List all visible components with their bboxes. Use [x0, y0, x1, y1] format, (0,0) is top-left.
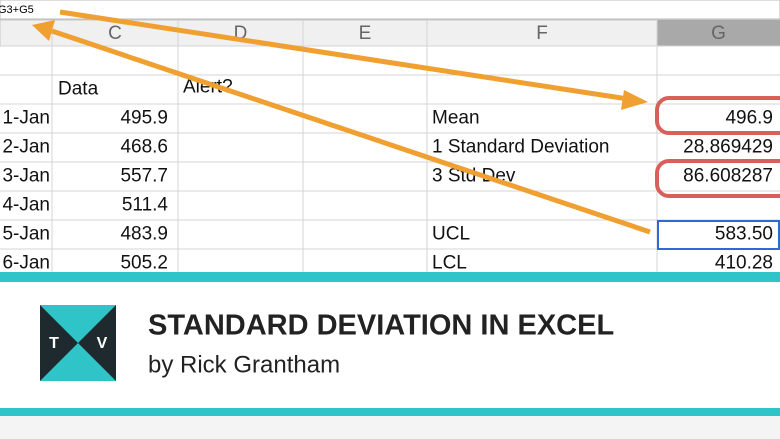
highlight-mean [655, 96, 780, 135]
result-cell: 583.50 [715, 224, 773, 245]
value-cell: 483.9 [120, 224, 168, 245]
cell-text: Data [58, 79, 99, 100]
arrowhead [32, 20, 55, 41]
footer [0, 416, 780, 439]
arrow-line [51, 28, 651, 235]
date-cell: 3-Jan [2, 166, 50, 187]
banner-byline: by Rick Grantham [148, 351, 340, 378]
result-cell: 86.608287 [683, 166, 773, 187]
highlight-3sd [655, 159, 780, 198]
formula-text: G3+G5 [0, 4, 34, 16]
date-cell: 2-Jan [2, 137, 50, 158]
column-header: C [108, 23, 122, 44]
column-header: E [359, 23, 372, 44]
date-cell: 5-Jan [2, 224, 50, 245]
value-cell: 495.9 [120, 108, 168, 129]
result-cell: 496.9 [725, 108, 773, 129]
value-cell: 468.6 [120, 137, 168, 158]
result-cell: 410.28 [715, 253, 773, 274]
label-cell: Mean [432, 108, 480, 129]
banner-title: STANDARD DEVIATION IN EXCEL [148, 310, 614, 342]
arrow-line [59, 9, 629, 102]
arrowhead [621, 90, 648, 110]
arrows [32, 9, 651, 235]
label-cell: UCL [432, 224, 470, 245]
result-cell: 28.869429 [683, 137, 773, 158]
value-cell: 505.2 [120, 253, 168, 274]
selected-cell[interactable] [657, 220, 780, 250]
logo-letter: T [49, 335, 59, 352]
value-cell: 557.7 [120, 166, 168, 187]
banner [0, 282, 780, 408]
teal-bar [0, 408, 780, 416]
value-cell: 511.4 [122, 195, 169, 216]
grid [0, 20, 780, 272]
logo-letter: V [97, 335, 108, 352]
logo-shape [40, 305, 78, 381]
formula-bar[interactable] [0, 0, 780, 20]
date-cell: 6-Jan [2, 253, 50, 274]
label-cell: LCL [432, 253, 467, 274]
date-cell: 1-Jan [2, 108, 50, 129]
teal-bar [0, 272, 780, 282]
logo: T V [40, 305, 116, 381]
label-cell: 1 Standard Deviation [432, 137, 609, 158]
logo-shape [78, 305, 116, 381]
selected-column-header [657, 20, 780, 46]
column-header: G [711, 23, 726, 44]
column-header: F [536, 23, 548, 44]
date-cell: 4-Jan [2, 195, 50, 216]
